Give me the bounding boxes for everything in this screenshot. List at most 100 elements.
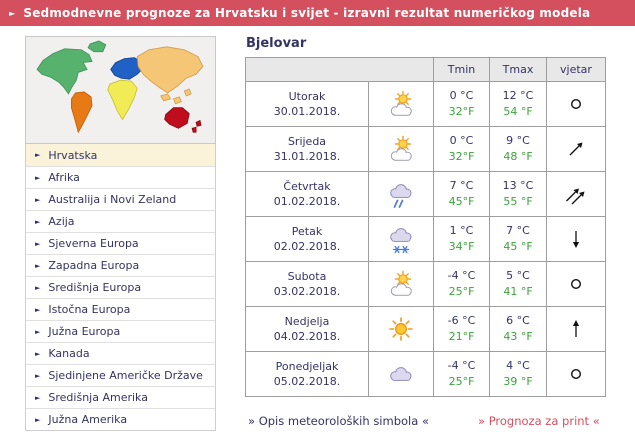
header-tmin: Tmin bbox=[433, 57, 490, 82]
header-wind: vjetar bbox=[546, 57, 606, 82]
wind-icon-calm bbox=[563, 271, 589, 297]
tmax-celsius: 5 °C bbox=[506, 269, 530, 282]
world-map[interactable] bbox=[25, 36, 216, 144]
tmax-celsius: 12 °C bbox=[502, 89, 534, 102]
tmax-fahrenheit: 45 °F bbox=[503, 240, 533, 253]
forecast-row: Subota 03.02.2018. -4 °C 25°F 5 °C 41 °F bbox=[245, 261, 606, 307]
region-menu: ► Hrvatska ► Afrika ► Australija i Novi Zel… bbox=[25, 144, 216, 431]
day-date: 01.02.2018. bbox=[273, 195, 341, 208]
tmax-celsius: 13 °C bbox=[502, 179, 534, 192]
menu-item-juzna-amerika[interactable]: ► Južna Amerika bbox=[26, 408, 215, 430]
tmin-celsius: -6 °C bbox=[447, 314, 476, 327]
map-greenland bbox=[87, 40, 107, 53]
menu-item-sjedinjene-americke-drzave[interactable]: ► Sjedinjene Američke Države bbox=[26, 364, 215, 386]
wind-icon-northeast bbox=[563, 136, 589, 162]
map-africa bbox=[107, 79, 138, 121]
tmin-fahrenheit: 45°F bbox=[448, 195, 475, 208]
forecast-panel: Bjelovar Tmin Tmax vjetar Utorak 30.01.2… bbox=[245, 36, 617, 430]
menu-item-label: Afrika bbox=[48, 171, 80, 184]
app-header: ► Sedmodnevne prognoze za Hrvatsku i svij… bbox=[0, 0, 635, 26]
day-date: 05.02.2018. bbox=[273, 375, 341, 388]
footer-links: » Opis meteoroloških simbola « » Prognoz… bbox=[245, 414, 617, 430]
weather-icon-snow bbox=[384, 224, 418, 254]
day-date: 30.01.2018. bbox=[273, 105, 341, 118]
menu-item-hrvatska[interactable]: ► Hrvatska bbox=[26, 144, 215, 166]
menu-item-label: Kanada bbox=[48, 347, 90, 360]
city-title: Bjelovar bbox=[246, 36, 307, 51]
tmax-fahrenheit: 39 °F bbox=[503, 375, 533, 388]
page-title: Sedmodnevne prognoze za Hrvatsku i svije… bbox=[23, 6, 591, 20]
menu-item-label: Južna Europa bbox=[48, 325, 121, 338]
day-name: Subota bbox=[287, 270, 327, 283]
menu-item-sredisnja-europa[interactable]: ► Središnja Europa bbox=[26, 276, 215, 298]
forecast-row: Četvrtak 01.02.2018. 7 °C 45°F 13 °C 55 … bbox=[245, 171, 606, 217]
weather-icon-partly-cloudy bbox=[384, 89, 418, 119]
menu-item-afrika[interactable]: ► Afrika bbox=[26, 166, 215, 188]
map-north-america bbox=[36, 48, 93, 95]
menu-item-label: Azija bbox=[48, 215, 75, 228]
day-name: Četvrtak bbox=[283, 180, 331, 193]
wind-icon-south bbox=[563, 226, 589, 252]
tmin-celsius: -4 °C bbox=[447, 359, 476, 372]
tmin-fahrenheit: 32°F bbox=[448, 105, 475, 118]
forecast-table: Tmin Tmax vjetar Utorak 30.01.2018. 0 °C… bbox=[245, 57, 606, 397]
forecast-row: Srijeda 31.01.2018. 0 °C 32°F 9 °C 48 °F bbox=[245, 126, 606, 172]
arrow-icon: ► bbox=[35, 393, 41, 402]
menu-item-azija[interactable]: ► Azija bbox=[26, 210, 215, 232]
world-map-image bbox=[36, 40, 204, 134]
tmax-fahrenheit: 54 °F bbox=[503, 105, 533, 118]
tmax-celsius: 9 °C bbox=[506, 134, 530, 147]
menu-item-label: Australija i Novi Zeland bbox=[48, 193, 177, 206]
arrow-icon: ► bbox=[35, 415, 41, 424]
menu-item-zapadna-europa[interactable]: ► Zapadna Europa bbox=[26, 254, 215, 276]
tmax-fahrenheit: 48 °F bbox=[503, 150, 533, 163]
tmin-fahrenheit: 25°F bbox=[448, 285, 475, 298]
table-header-row: Tmin Tmax vjetar bbox=[245, 57, 606, 82]
day-name: Utorak bbox=[288, 90, 326, 103]
tmin-celsius: 7 °C bbox=[449, 179, 474, 192]
arrow-icon: ► bbox=[35, 195, 41, 204]
wind-icon-calm bbox=[563, 91, 589, 117]
weather-icon-rain bbox=[384, 179, 418, 209]
day-date: 04.02.2018. bbox=[273, 330, 341, 343]
link-symbol-description[interactable]: » Opis meteoroloških simbola « bbox=[248, 414, 429, 428]
tmax-fahrenheit: 41 °F bbox=[503, 285, 533, 298]
arrow-icon: ► bbox=[35, 151, 41, 159]
forecast-row: Ponedjeljak 05.02.2018. -4 °C 25°F 4 °C … bbox=[245, 351, 606, 397]
menu-item-australija-i-novi-zeland[interactable]: ► Australija i Novi Zeland bbox=[26, 188, 215, 210]
menu-item-label: Hrvatska bbox=[48, 148, 98, 162]
day-name: Nedjelja bbox=[284, 315, 330, 328]
tmin-celsius: 1 °C bbox=[449, 224, 474, 237]
tmin-fahrenheit: 21°F bbox=[448, 330, 475, 343]
header-empty-cell bbox=[245, 57, 434, 82]
menu-item-label: Sjeverna Europa bbox=[48, 237, 139, 250]
weather-icon-sunny bbox=[384, 314, 418, 344]
menu-item-label: Istočna Europa bbox=[48, 303, 131, 316]
weather-icon-partly-cloudy bbox=[384, 134, 418, 164]
sidebar: ► Hrvatska ► Afrika ► Australija i Novi Zel… bbox=[25, 36, 216, 431]
tmax-celsius: 6 °C bbox=[506, 314, 530, 327]
menu-item-juzna-europa[interactable]: ► Južna Europa bbox=[26, 320, 215, 342]
weather-icon-partly-cloudy bbox=[384, 269, 418, 299]
arrow-icon: ► bbox=[35, 349, 41, 358]
tmax-fahrenheit: 43 °F bbox=[503, 330, 533, 343]
menu-item-sredisnja-amerika[interactable]: ► Središnja Amerika bbox=[26, 386, 215, 408]
menu-item-kanada[interactable]: ► Kanada bbox=[26, 342, 215, 364]
wind-icon-north bbox=[563, 316, 589, 342]
menu-item-label: Središnja Europa bbox=[48, 281, 142, 294]
tmin-fahrenheit: 25°F bbox=[448, 375, 475, 388]
weather-icon-cloudy bbox=[384, 359, 418, 389]
menu-item-label: Zapadna Europa bbox=[48, 259, 140, 272]
forecast-row: Petak 02.02.2018. 1 °C 34°F 7 °C 45 °F bbox=[245, 216, 606, 262]
menu-item-label: Sjedinjene Američke Države bbox=[48, 369, 203, 382]
arrow-icon: ► bbox=[35, 327, 41, 336]
day-name: Petak bbox=[291, 225, 323, 238]
forecast-row: Utorak 30.01.2018. 0 °C 32°F 12 °C 54 °F bbox=[245, 81, 606, 127]
menu-item-sjeverna-europa[interactable]: ► Sjeverna Europa bbox=[26, 232, 215, 254]
menu-item-istocna-europa[interactable]: ► Istočna Europa bbox=[26, 298, 215, 320]
day-date: 03.02.2018. bbox=[273, 285, 341, 298]
map-asia bbox=[136, 46, 204, 94]
arrow-icon: ► bbox=[35, 283, 41, 292]
link-print-forecast[interactable]: » Prognoza za print « bbox=[478, 414, 600, 428]
tmax-celsius: 7 °C bbox=[506, 224, 530, 237]
